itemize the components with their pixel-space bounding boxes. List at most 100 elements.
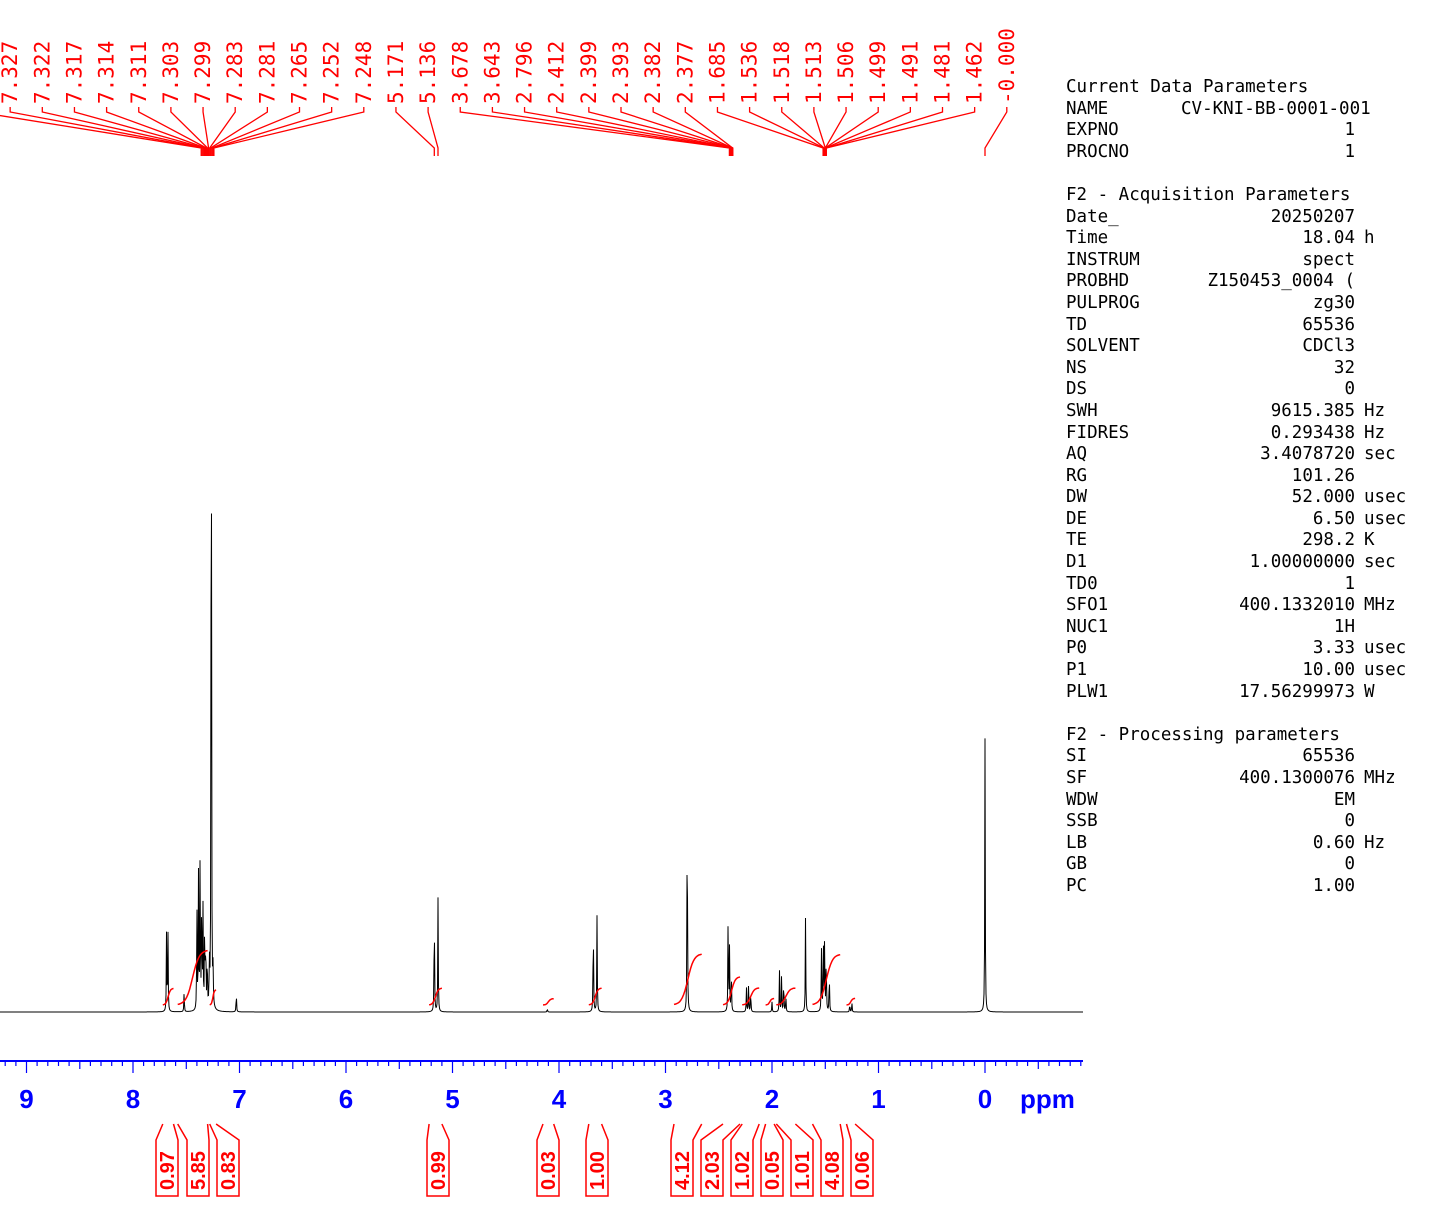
integral-bracket — [177, 1123, 210, 1197]
peak-label: 1.462 — [963, 41, 987, 104]
parameter-section-title: F2 - Acquisition Parameters — [1066, 184, 1351, 205]
parameter-key: AQ — [1066, 444, 1088, 465]
parameter-key: Time — [1066, 228, 1109, 249]
parameter-key: PC — [1066, 875, 1088, 896]
parameter-unit: usec — [1364, 487, 1407, 508]
parameter-row: PROCNO 1 — [1066, 142, 1436, 164]
peak-label-connector — [824, 107, 911, 156]
x-tick-label: 9 — [19, 1084, 33, 1114]
parameter-key: SI — [1066, 746, 1088, 767]
parameter-row: SSB 0 — [1066, 811, 1436, 833]
integral-value-label: 0.03 — [538, 1151, 560, 1190]
parameter-key: Date_ — [1066, 206, 1119, 227]
parameter-key: SWH — [1066, 400, 1098, 421]
integral-value-label: 5.85 — [188, 1151, 210, 1190]
integral-value-label: 1.01 — [792, 1151, 814, 1190]
parameter-row: FIDRES 0.293438 Hz — [1066, 423, 1436, 445]
peak-label: 2.393 — [609, 41, 633, 104]
parameter-row: TD 65536 — [1066, 315, 1436, 337]
parameter-key: TD — [1066, 314, 1088, 335]
parameter-row: D1 1.00000000 sec — [1066, 552, 1436, 574]
parameter-value: 101.26 — [1291, 465, 1355, 486]
peak-label: 7.265 — [288, 41, 312, 104]
parameter-section: Current Data Parameters NAME CV-KNI-BB-000… — [1066, 77, 1436, 163]
peak-label-connector — [781, 107, 825, 156]
parameter-unit — [1355, 574, 1364, 596]
parameter-unit: Hz — [1364, 832, 1386, 853]
peak-label-connector — [213, 107, 365, 156]
integral-curve — [846, 997, 856, 1006]
parameter-row: SFO1 400.1332010 MHz — [1066, 595, 1436, 617]
parameter-unit — [1355, 811, 1364, 833]
integral-bracket — [775, 1123, 814, 1197]
parameter-value: CV-KNI-BB-0001-001 — [1181, 98, 1371, 119]
parameter-unit: h — [1364, 228, 1375, 249]
parameter-value: 32 — [1333, 357, 1355, 378]
integral-bracket — [426, 1123, 450, 1197]
parameter-unit — [1355, 120, 1364, 142]
parameter-key: P0 — [1066, 638, 1088, 659]
integral-curves — [162, 949, 856, 1006]
peak-label-connector — [210, 107, 268, 156]
parameter-row: SOLVENT CDCl3 — [1066, 336, 1436, 358]
parameter-row: PROBHD Z150453_0004 ( — [1066, 271, 1436, 293]
parameter-unit: usec — [1364, 638, 1407, 659]
peak-label-connector — [748, 107, 825, 156]
integral-value-label: 1.02 — [732, 1151, 754, 1190]
parameter-value: spect — [1302, 249, 1355, 270]
parameter-value: 3.33 — [1312, 638, 1355, 659]
peak-label: -0.000 — [995, 28, 1019, 104]
parameter-unit — [1355, 271, 1364, 293]
peak-label-connector — [824, 107, 879, 156]
parameter-key: PULPROG — [1066, 292, 1140, 313]
x-tick-label: 7 — [232, 1084, 246, 1114]
integral-value-label: 0.06 — [852, 1151, 874, 1190]
parameter-value: Z150453_0004 ( — [1207, 271, 1355, 292]
parameter-unit — [1355, 790, 1364, 812]
parameter-key: EXPNO — [1066, 120, 1119, 141]
peak-label-connector — [984, 107, 1008, 156]
peak-label: 5.171 — [384, 41, 408, 104]
x-tick-label: 3 — [658, 1084, 672, 1114]
parameter-row: Time 18.04 h — [1066, 228, 1436, 250]
parameter-value: 65536 — [1302, 746, 1355, 767]
integral-curve — [742, 987, 760, 1006]
peak-label: 7.314 — [95, 41, 119, 104]
x-tick-label: 4 — [552, 1084, 567, 1114]
peak-label: 7.283 — [223, 41, 247, 104]
peak-label-connector — [459, 107, 731, 156]
parameter-key: SSB — [1066, 811, 1098, 832]
integral-curve — [162, 987, 174, 1006]
parameter-row: PC 1.00 — [1066, 876, 1436, 898]
parameter-unit: usec — [1364, 660, 1407, 681]
integral-value-label: 2.03 — [702, 1151, 724, 1190]
parameter-row: RG 101.26 — [1066, 466, 1436, 488]
parameter-value: 17.56299973 — [1239, 681, 1355, 702]
parameter-unit: Hz — [1364, 400, 1386, 421]
parameter-value: 65536 — [1302, 314, 1355, 335]
integral-curve — [428, 987, 443, 1006]
peak-label: 7.303 — [159, 41, 183, 104]
parameter-key: GB — [1066, 854, 1088, 875]
peak-label-connector — [716, 107, 824, 156]
parameter-row: AQ 3.4078720 sec — [1066, 444, 1436, 466]
peak-label: 1.481 — [931, 41, 955, 104]
peak-label-connector — [491, 107, 732, 156]
parameter-row: PULPROG zg30 — [1066, 293, 1436, 315]
peak-label: 7.327 — [0, 41, 22, 104]
parameter-section: F2 - Processing parameters SI 65536 SF 400.1… — [1066, 725, 1436, 898]
parameter-unit — [1355, 379, 1364, 401]
parameter-row: NUC1 1H — [1066, 617, 1436, 639]
parameter-unit — [1355, 746, 1364, 768]
nmr-spectrum-chart: 7.3437.3277.3227.3177.3147.3117.3037.299… — [0, 28, 1083, 1197]
parameter-unit — [1355, 336, 1364, 358]
integral-value-label: 0.99 — [428, 1151, 450, 1190]
peak-label-connector — [73, 107, 206, 156]
parameter-row: P0 3.33 usec — [1066, 638, 1436, 660]
integral-bracket — [760, 1123, 784, 1197]
peak-label-connector — [9, 107, 203, 156]
parameter-value: 0 — [1344, 379, 1355, 400]
parameter-key: SF — [1066, 768, 1088, 788]
parameter-unit — [1355, 250, 1364, 272]
x-axis-ticks: 9 8 7 6 5 4 3 2 1 0 — [4, 1061, 1082, 1114]
